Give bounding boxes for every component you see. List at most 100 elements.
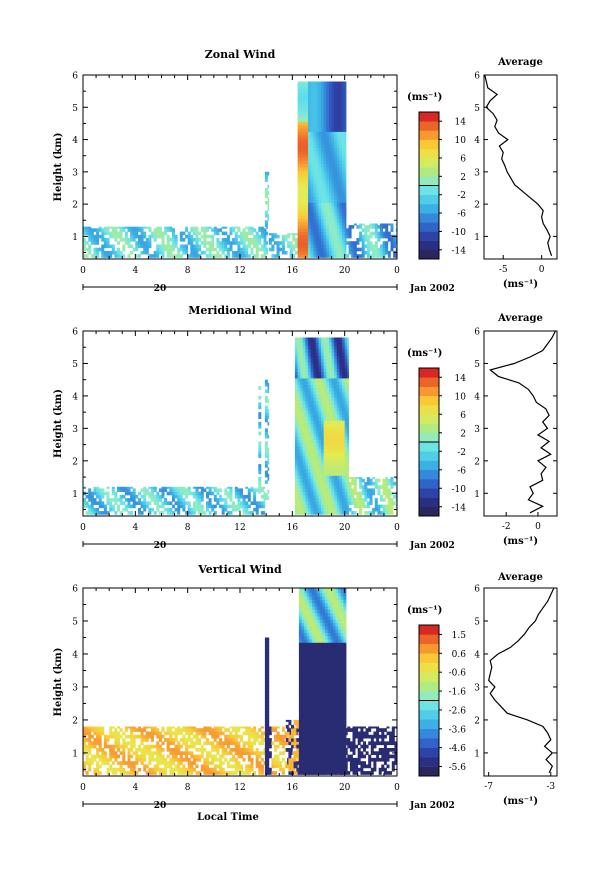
heatmap-cell [342,96,345,100]
heatmap-cell [310,485,314,489]
heatmap-cell [177,741,181,746]
heatmap-cell [200,751,204,755]
heatmap-cell [258,444,262,449]
heatmap-cell [305,199,309,203]
heatmap-cell [166,226,170,229]
heatmap-cell [267,434,270,439]
heatmap-cell [174,738,178,742]
heatmap-cell [264,470,268,475]
heatmap-cell [224,501,228,505]
heatmap-cell [360,767,364,772]
heatmap-cell [169,491,173,496]
heatmap-cell [344,118,347,123]
heatmap-cell [250,488,254,492]
heatmap-cell [305,501,309,505]
heatmap-cell [148,238,152,242]
heatmap-cell [359,238,363,242]
heatmap-cell [385,225,389,229]
heatmap-cell [331,221,335,226]
profile-y-tick-label: 4 [474,136,480,146]
heatmap-cell [339,157,343,161]
heatmap-cell [315,511,319,515]
heatmap-cell [130,244,134,249]
heatmap-cell [377,488,381,492]
heatmap-cell [148,748,152,752]
heatmap-cell [315,115,319,119]
heatmap-cell [287,234,291,239]
heatmap-cell [122,771,126,775]
heatmap-cell [242,254,246,258]
heatmap-cell [172,738,175,742]
heatmap-cell [138,728,141,732]
heatmap-cell [344,397,348,402]
heatmap-cell [268,238,272,242]
heatmap-cell [374,247,378,252]
heatmap-cell [329,365,332,369]
heatmap-cell [310,170,314,174]
heatmap-cell [326,205,330,210]
heatmap-cell [380,504,383,509]
heatmap-cell [297,374,301,379]
heatmap-cell [247,511,251,515]
heatmap-cell [93,254,97,258]
heatmap-cell [334,128,338,132]
heatmap-cell [315,348,319,353]
heatmap-cell [174,234,178,239]
heatmap-cell [321,118,325,123]
heatmap-cell [101,726,105,729]
heatmap-cell [224,238,228,242]
heatmap-cell [344,179,347,184]
heatmap-cell [111,731,115,736]
heatmap-cell [151,488,154,492]
heatmap-cell [234,488,238,492]
y-tick-label: 3 [72,168,78,178]
heatmap-cell [315,465,319,470]
heatmap-cell [344,446,348,450]
heatmap-cell [300,478,304,483]
heatmap-cell [109,501,113,505]
heatmap-cell [315,407,319,411]
heatmap-cell [336,221,340,226]
heatmap-cell [114,250,118,255]
heatmap-cell [323,183,327,187]
heatmap-cell [331,176,335,181]
heatmap-cell [326,337,330,340]
heatmap-cell [221,250,225,255]
heatmap-cell [347,468,349,473]
heatmap-cell [310,173,314,178]
heatmap-cell [344,202,347,207]
heatmap-cell [245,244,249,249]
heatmap-cell [336,456,340,460]
heatmap-cell [321,384,325,389]
heatmap-cell [224,504,228,509]
heatmap-cell [158,504,162,509]
heatmap-cell [308,212,311,216]
heatmap-cell [369,225,373,229]
heatmap-cell [305,231,309,236]
heatmap-cell [318,228,322,232]
heatmap-cell [315,128,319,132]
heatmap-cell [329,238,332,242]
heatmap-cell [334,173,338,178]
heatmap-cell [229,226,233,229]
heatmap-cell [342,228,345,232]
heatmap-cell [334,215,338,219]
heatmap-cell [336,468,340,473]
heatmap-cell [281,726,285,729]
heatmap-cell [122,507,126,512]
heatmap-cell [378,734,382,739]
heatmap-cell [313,137,317,142]
heatmap-cell [344,358,348,363]
heatmap-cell [308,465,311,470]
heatmap-cell [331,186,335,190]
heatmap-cell [336,361,340,366]
y-tick-label: 5 [72,360,78,370]
heatmap-cell [164,488,168,492]
heatmap-cell [135,241,139,245]
heatmap-cell [177,761,181,765]
heatmap-cell [247,738,251,742]
heatmap-cell [300,137,304,142]
heatmap-cell [247,504,251,509]
heatmap-cell [90,504,94,509]
heatmap-cell [85,231,89,236]
